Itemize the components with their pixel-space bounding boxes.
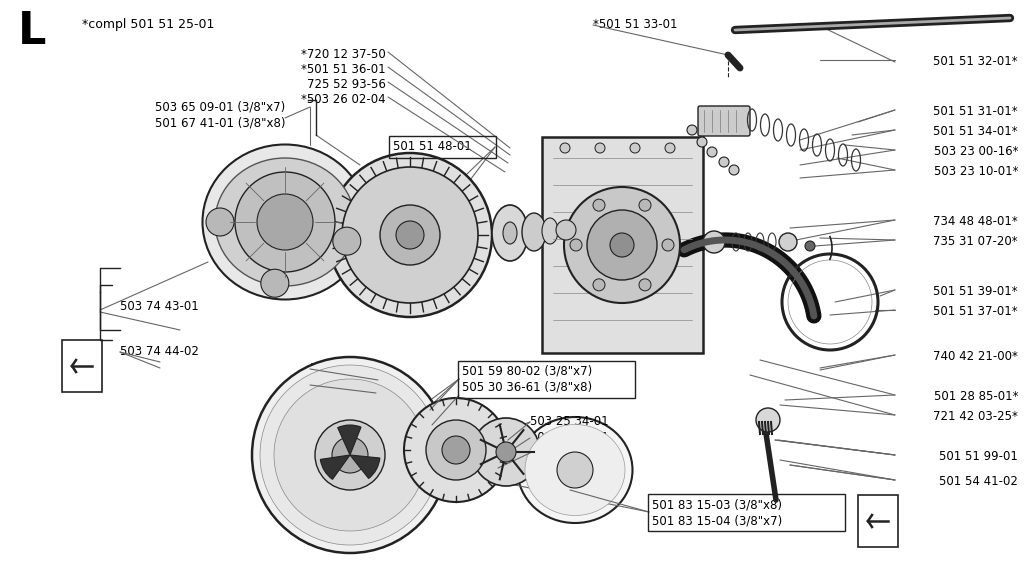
FancyBboxPatch shape bbox=[542, 137, 703, 353]
Text: 501 59 80-02 (3/8"x7): 501 59 80-02 (3/8"x7) bbox=[462, 365, 592, 378]
Text: 503 74 43-01: 503 74 43-01 bbox=[120, 300, 199, 313]
Text: 501 51 39-01*: 501 51 39-01* bbox=[933, 285, 1018, 298]
Circle shape bbox=[257, 194, 313, 250]
Text: 503 74 44-02: 503 74 44-02 bbox=[120, 345, 199, 358]
Circle shape bbox=[274, 379, 426, 531]
Ellipse shape bbox=[503, 222, 517, 244]
Circle shape bbox=[564, 187, 680, 303]
Text: 501 83 15-04 (3/8"x7): 501 83 15-04 (3/8"x7) bbox=[652, 514, 782, 527]
Text: 505 30 36-61 (3/8"x8): 505 30 36-61 (3/8"x8) bbox=[462, 381, 592, 394]
Text: *501 51 33-01: *501 51 33-01 bbox=[593, 18, 678, 31]
Text: 740 42 21-00*: 740 42 21-00* bbox=[933, 350, 1018, 363]
Circle shape bbox=[665, 143, 675, 153]
Text: 501 51 38-01: 501 51 38-01 bbox=[310, 362, 389, 375]
Circle shape bbox=[404, 398, 508, 502]
Circle shape bbox=[315, 420, 385, 490]
Circle shape bbox=[610, 233, 634, 257]
Circle shape bbox=[426, 420, 486, 480]
Circle shape bbox=[234, 172, 335, 272]
Circle shape bbox=[595, 143, 605, 153]
Text: *compl 501 51 25-01: *compl 501 51 25-01 bbox=[82, 18, 214, 31]
Text: 503 23 00-13: 503 23 00-13 bbox=[310, 378, 388, 391]
Circle shape bbox=[779, 233, 797, 251]
Circle shape bbox=[261, 269, 289, 297]
Text: 503 23 10-01*: 503 23 10-01* bbox=[934, 165, 1018, 178]
Text: 501 51 48-01: 501 51 48-01 bbox=[393, 140, 472, 153]
Circle shape bbox=[630, 143, 640, 153]
Text: 503 25 34-01: 503 25 34-01 bbox=[530, 415, 608, 428]
Circle shape bbox=[729, 165, 739, 175]
Bar bbox=[858, 495, 898, 547]
Circle shape bbox=[697, 137, 707, 147]
Circle shape bbox=[639, 199, 651, 211]
Circle shape bbox=[756, 408, 780, 432]
Circle shape bbox=[396, 221, 424, 249]
FancyBboxPatch shape bbox=[698, 106, 750, 136]
Circle shape bbox=[560, 143, 570, 153]
Ellipse shape bbox=[525, 425, 625, 516]
Text: 503 65 09-01 (3/8"x7): 503 65 09-01 (3/8"x7) bbox=[155, 100, 286, 113]
Text: 501 67 41-01 (3/8"x8): 501 67 41-01 (3/8"x8) bbox=[155, 116, 286, 129]
Text: 501 83 15-03 (3/8"x8): 501 83 15-03 (3/8"x8) bbox=[652, 498, 782, 511]
Text: 501 53 59-01: 501 53 59-01 bbox=[530, 447, 608, 460]
Circle shape bbox=[687, 125, 697, 135]
Circle shape bbox=[593, 279, 605, 291]
Ellipse shape bbox=[203, 144, 368, 299]
Ellipse shape bbox=[517, 417, 633, 523]
Circle shape bbox=[342, 167, 478, 303]
Text: 501 51 32-01*: 501 51 32-01* bbox=[933, 55, 1018, 68]
Circle shape bbox=[472, 418, 540, 486]
Circle shape bbox=[442, 436, 470, 464]
Text: 501 54 41-02: 501 54 41-02 bbox=[939, 475, 1018, 488]
Circle shape bbox=[328, 153, 492, 317]
Ellipse shape bbox=[522, 213, 546, 251]
Circle shape bbox=[570, 239, 582, 251]
Circle shape bbox=[252, 357, 449, 553]
Text: 501 83 17-01: 501 83 17-01 bbox=[530, 431, 608, 444]
Wedge shape bbox=[350, 455, 380, 478]
Circle shape bbox=[332, 437, 368, 473]
Circle shape bbox=[719, 157, 729, 167]
Circle shape bbox=[260, 365, 440, 545]
Ellipse shape bbox=[215, 158, 355, 286]
Text: 501 51 37-01*: 501 51 37-01* bbox=[933, 305, 1018, 318]
Circle shape bbox=[380, 205, 440, 265]
Circle shape bbox=[639, 279, 651, 291]
Text: 501 51 99-01: 501 51 99-01 bbox=[939, 450, 1018, 463]
Text: 735 31 07-20*: 735 31 07-20* bbox=[933, 235, 1018, 248]
Circle shape bbox=[206, 208, 234, 236]
Text: 503 23 00-16*: 503 23 00-16* bbox=[934, 145, 1018, 158]
Text: 501 51 34-01*: 501 51 34-01* bbox=[933, 125, 1018, 138]
Text: *720 12 37-50: *720 12 37-50 bbox=[301, 48, 386, 61]
Circle shape bbox=[587, 210, 657, 280]
Circle shape bbox=[496, 442, 516, 462]
Ellipse shape bbox=[492, 205, 528, 261]
Circle shape bbox=[707, 147, 717, 157]
Circle shape bbox=[703, 231, 725, 253]
Circle shape bbox=[557, 452, 593, 488]
Wedge shape bbox=[338, 425, 361, 455]
Circle shape bbox=[556, 220, 575, 240]
Circle shape bbox=[662, 239, 674, 251]
Circle shape bbox=[593, 199, 605, 211]
Text: 501 28 85-01*: 501 28 85-01* bbox=[934, 390, 1018, 403]
Text: 501 51 31-01*: 501 51 31-01* bbox=[933, 105, 1018, 118]
Circle shape bbox=[805, 241, 815, 251]
Text: 721 42 03-25*: 721 42 03-25* bbox=[933, 410, 1018, 423]
Text: *503 26 02-04: *503 26 02-04 bbox=[301, 93, 386, 106]
Text: L: L bbox=[18, 10, 46, 53]
Ellipse shape bbox=[542, 218, 558, 244]
Wedge shape bbox=[321, 455, 350, 479]
Text: 725 52 93-56: 725 52 93-56 bbox=[307, 78, 386, 91]
Text: *501 51 36-01: *501 51 36-01 bbox=[301, 63, 386, 76]
Text: 734 48 48-01*: 734 48 48-01* bbox=[933, 215, 1018, 228]
Bar bbox=[62, 340, 102, 392]
Circle shape bbox=[333, 227, 360, 255]
